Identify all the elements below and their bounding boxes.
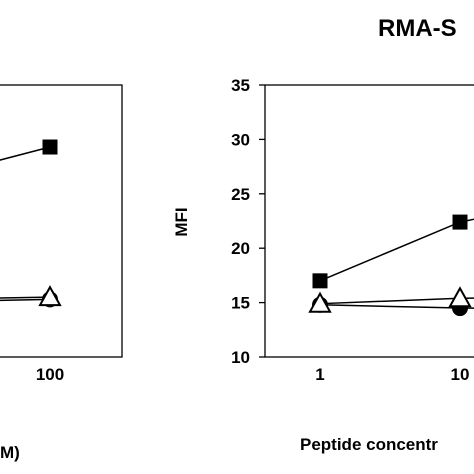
right-point-square-filled-10 [452,214,468,230]
right-point-square-filled-1 [312,273,328,289]
x-axis-title: Peptide concentr [300,435,438,454]
x-tick-label-10: 10 [451,365,470,384]
y-tick-label-25: 25 [231,185,250,204]
y-tick-label-20: 20 [231,239,250,258]
y-tick-label-15: 15 [231,294,250,313]
left-line-triangle-open [0,296,51,299]
chart-title: RMA-S [378,15,457,42]
left-point-square-filled-100 [42,139,58,155]
left-x-axis-title-fragment: M) [0,443,20,462]
right-line-square-filled [319,218,474,282]
x-tick-label-1: 1 [315,365,324,384]
left-line-square-filled [0,146,51,161]
right-point-triangle-open-10 [448,286,472,308]
left-panel: 100 M) [0,84,123,462]
y-tick-label-35: 35 [231,76,250,95]
right-panel: RMA-S 10 15 20 25 30 35 1 10 MFI Peptide conce… [172,15,474,454]
left-line-circle-filled [0,298,51,302]
left-x-tick-100: 100 [36,365,64,384]
right-plot-frame [264,84,474,358]
left-point-triangle-open-100 [38,285,62,307]
y-axis-title: MFI [172,207,191,236]
y-tick-label-30: 30 [231,130,250,149]
right-point-triangle-open-1 [308,291,332,313]
left-plot-frame [0,84,123,358]
y-tick-label-10: 10 [231,348,250,367]
